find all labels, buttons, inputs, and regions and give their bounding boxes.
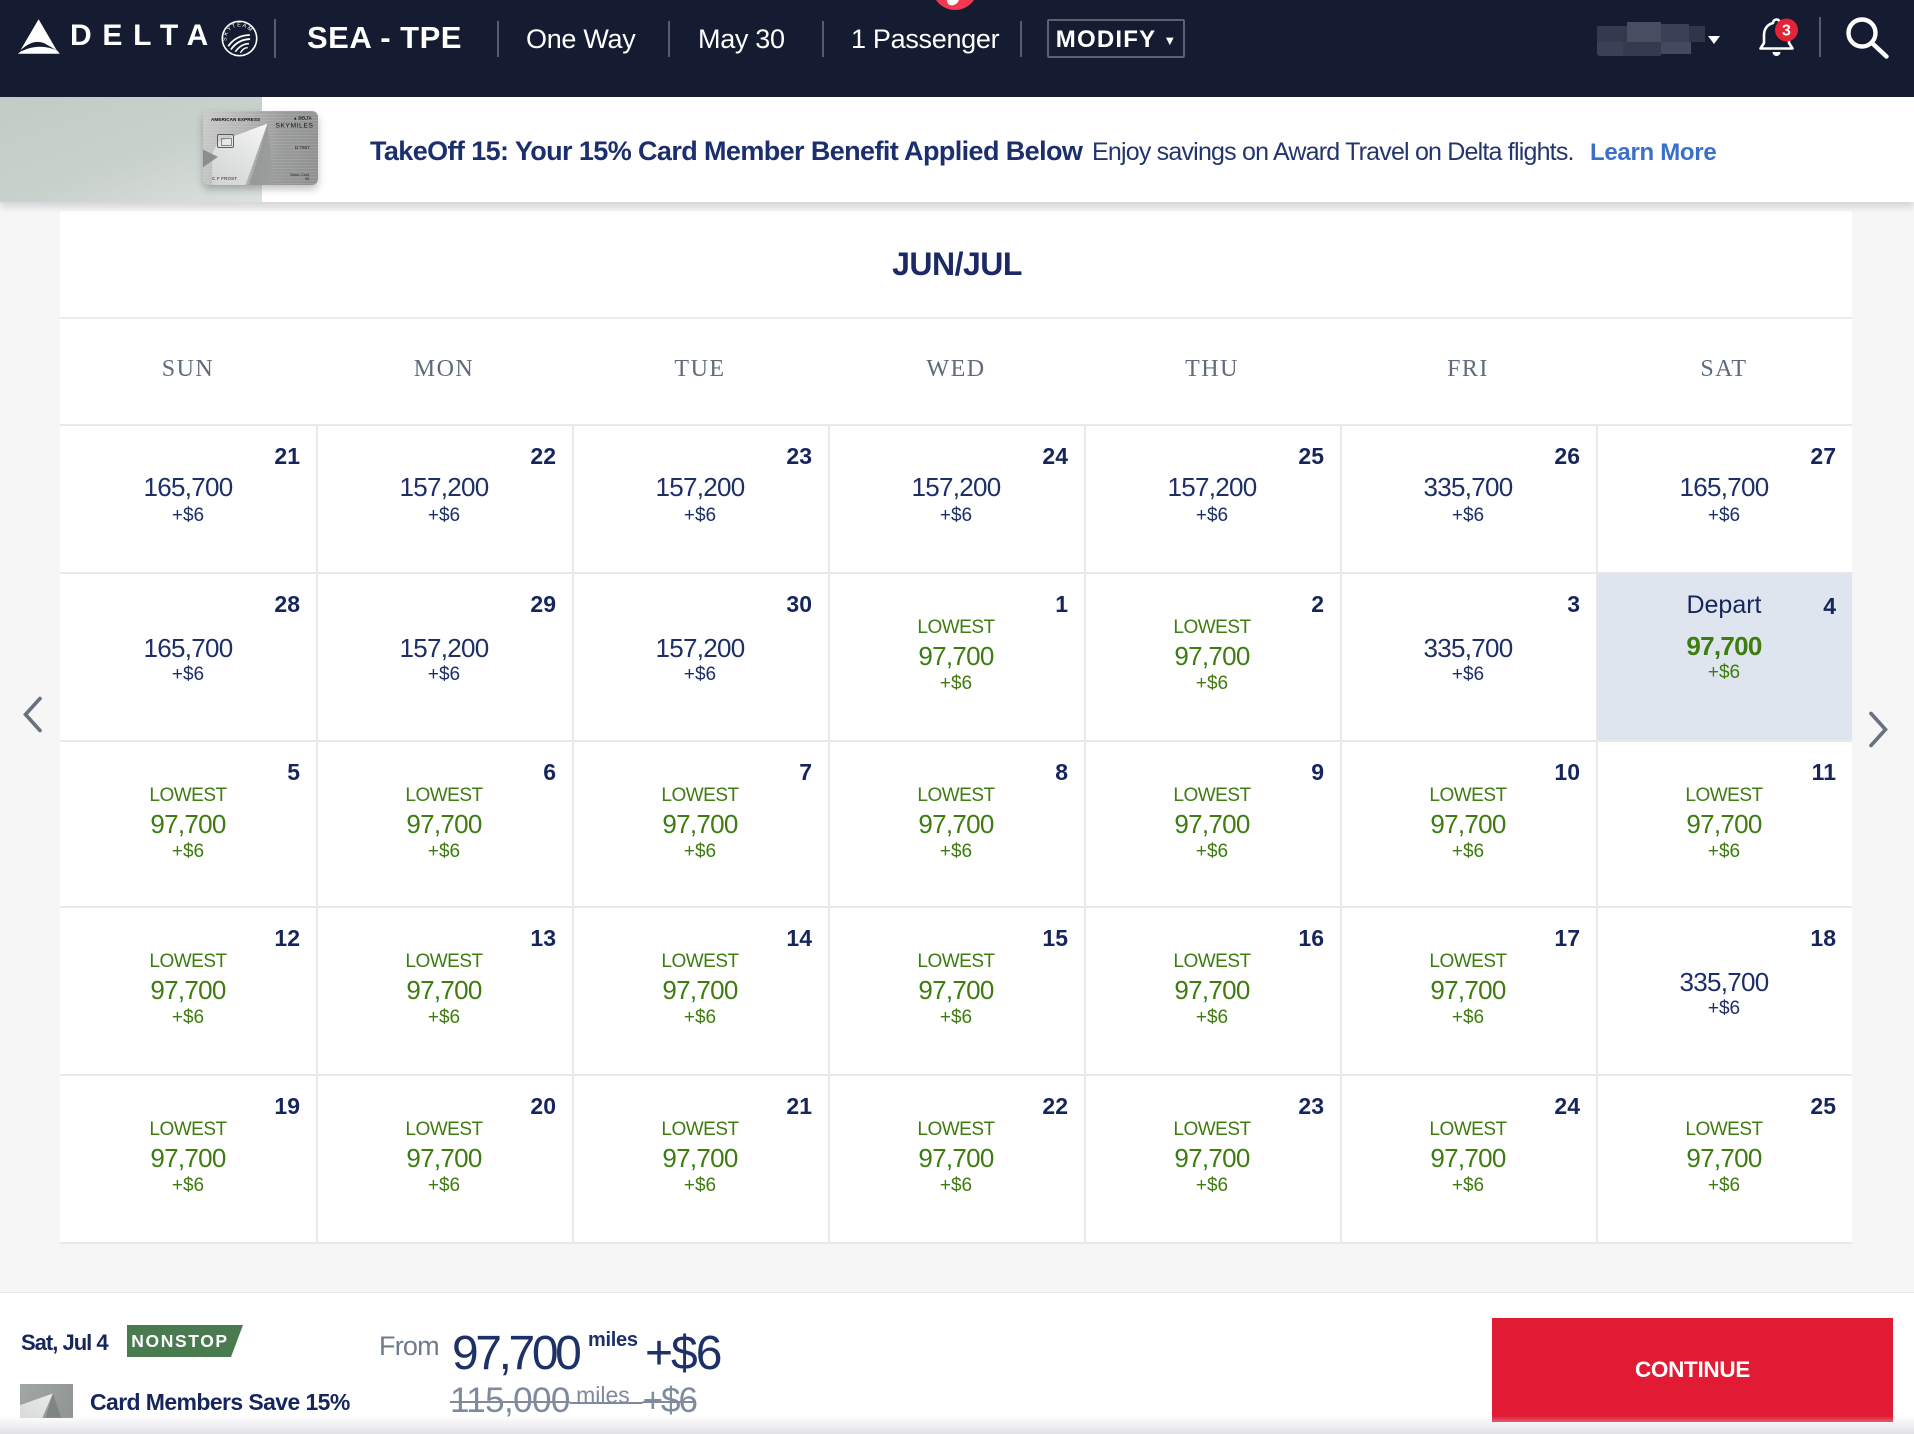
svg-text:3: 3 [1782, 23, 1791, 40]
